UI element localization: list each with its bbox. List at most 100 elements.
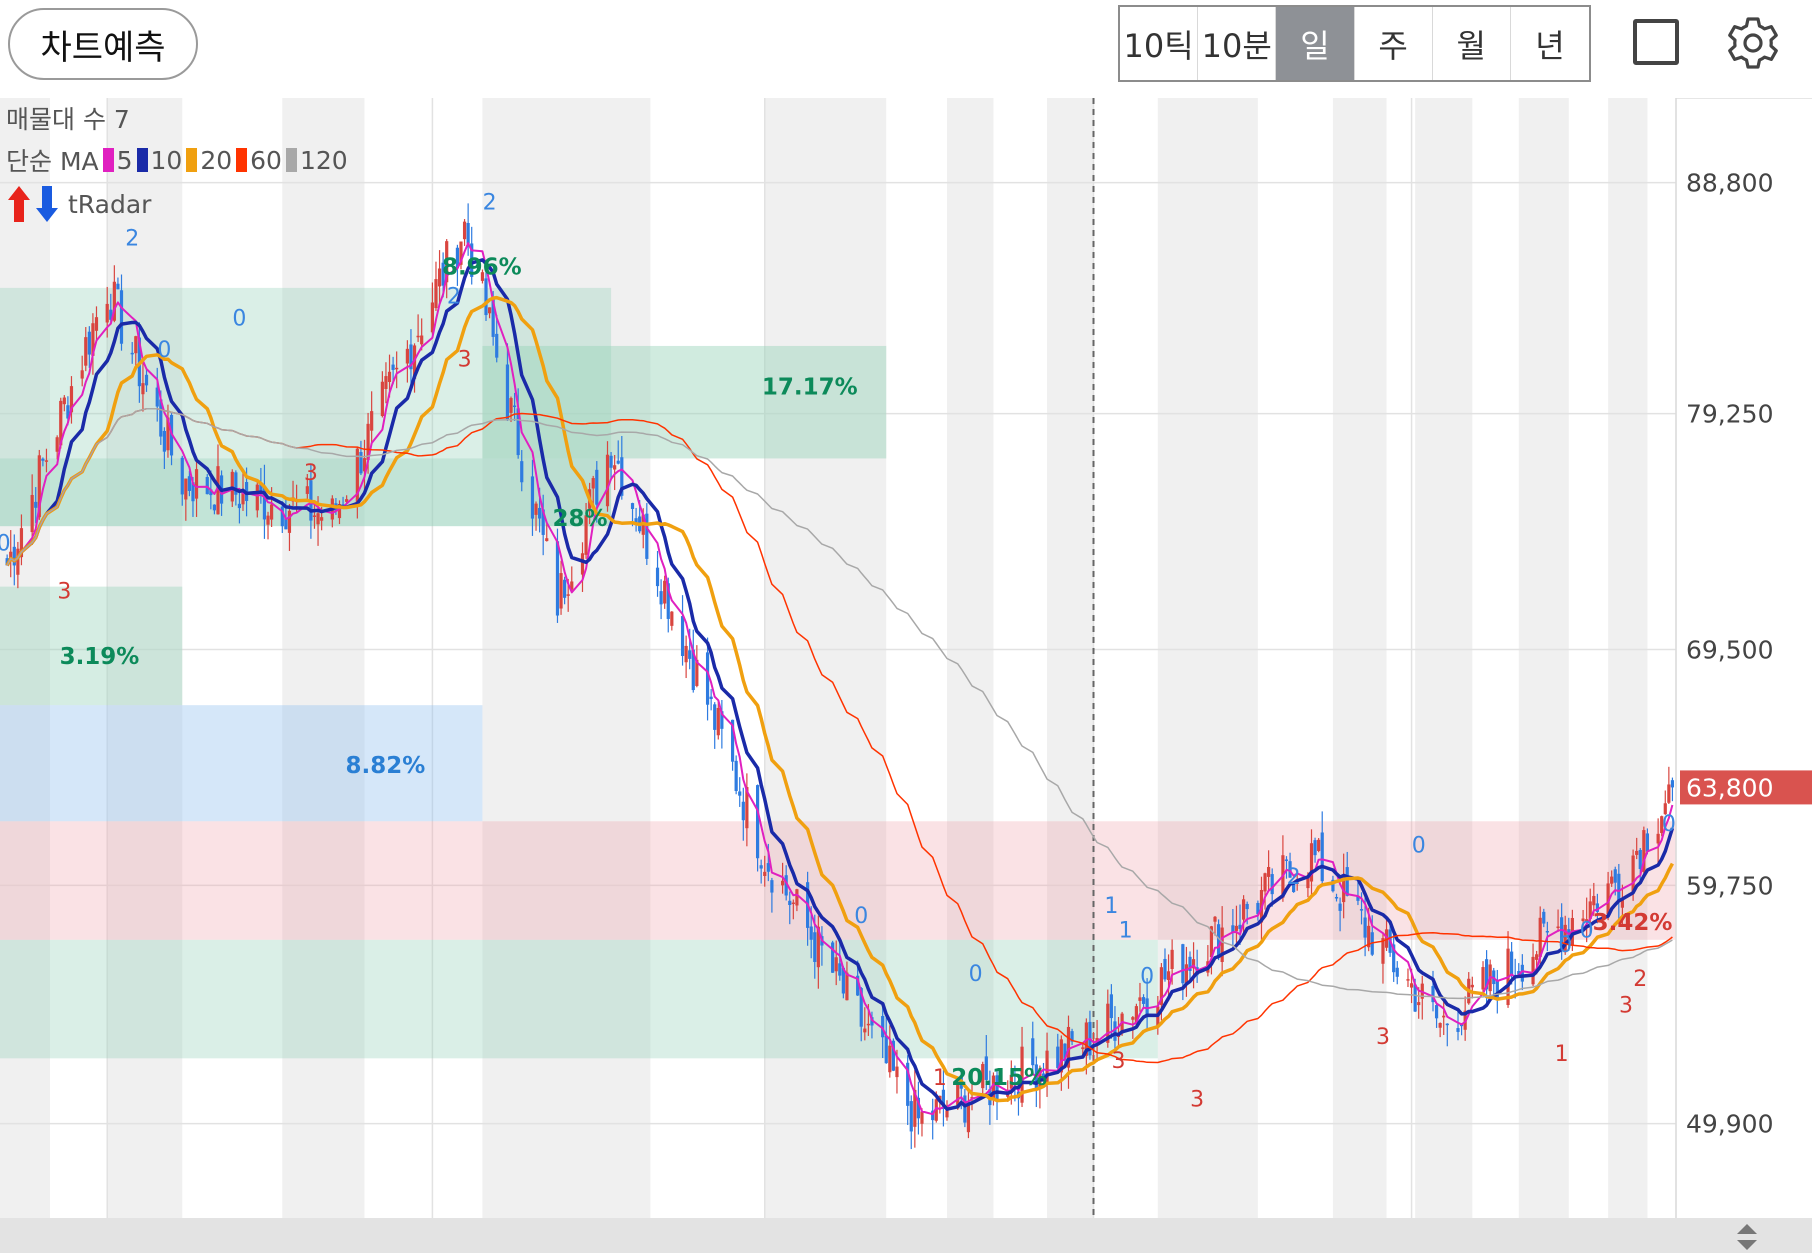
candle-body xyxy=(1592,895,1596,906)
candle-body xyxy=(945,1110,949,1118)
candle-body xyxy=(566,594,570,596)
candle-body xyxy=(831,942,835,973)
annotation-marker: 3 xyxy=(1376,1025,1390,1050)
candle-body xyxy=(1063,1043,1067,1061)
candles xyxy=(5,203,1675,1150)
period-week-button[interactable]: 주 xyxy=(1355,7,1433,80)
zone-percent-label: 8.82% xyxy=(345,753,425,779)
candle-body xyxy=(791,902,795,905)
candle-body xyxy=(212,504,217,511)
candle-body xyxy=(1645,833,1650,852)
candle-body xyxy=(863,1028,867,1033)
period-day-button[interactable]: 일 xyxy=(1276,7,1355,80)
ma-legend-title: 단순 MA xyxy=(6,147,99,176)
annotation-marker: 3 xyxy=(57,580,71,605)
candle-body xyxy=(1234,925,1239,931)
period-band xyxy=(1608,98,1648,1218)
annotation-marker: 1 xyxy=(1104,894,1118,919)
candle-body xyxy=(1006,1094,1010,1097)
candle-body xyxy=(605,454,610,507)
candle-body xyxy=(391,364,395,370)
candle-body xyxy=(1606,883,1610,915)
candle-body xyxy=(1560,917,1564,950)
candle-body xyxy=(1309,843,1314,882)
ma5-label: 5 xyxy=(116,145,133,175)
current-price-label: 63,800 xyxy=(1686,773,1773,802)
candle-body xyxy=(1642,830,1646,873)
candle-body xyxy=(1070,1031,1074,1042)
candle-body xyxy=(191,482,195,502)
candle-body xyxy=(434,279,438,309)
candle-body xyxy=(813,932,817,962)
candle-body xyxy=(59,400,63,446)
candle-body xyxy=(616,460,620,464)
annotation-marker: 0 xyxy=(232,306,246,331)
candle-body xyxy=(684,645,688,663)
candle-body xyxy=(845,972,849,1001)
candle-body xyxy=(1495,980,1499,1001)
candle-body xyxy=(1510,951,1514,975)
candle-body xyxy=(366,423,370,460)
period-year-button[interactable]: 년 xyxy=(1535,26,1565,65)
candle-body xyxy=(487,307,492,314)
annotation-marker: 3 xyxy=(304,461,318,486)
candle-body xyxy=(484,278,488,316)
candle-body xyxy=(1531,956,1535,985)
volume-zone xyxy=(0,287,612,527)
candle-body xyxy=(262,485,267,520)
candle-body xyxy=(1338,903,1342,911)
candle-body xyxy=(1231,925,1235,933)
candle-body xyxy=(580,553,585,575)
annotation-marker: 2 xyxy=(125,227,139,252)
candle-body xyxy=(1438,1023,1442,1028)
candle-body xyxy=(62,397,66,405)
ma5-swatch xyxy=(102,148,114,172)
candle-body xyxy=(795,889,799,906)
candle-body xyxy=(620,457,624,496)
candle-body xyxy=(159,399,163,437)
candle-body xyxy=(1345,867,1349,896)
period-10min-button[interactable]: 10분 xyxy=(1198,7,1277,80)
candle-body xyxy=(1456,1028,1460,1032)
candle-body xyxy=(1191,959,1196,969)
candle-body xyxy=(412,345,417,379)
gear-icon[interactable] xyxy=(1725,15,1781,71)
square-icon[interactable] xyxy=(1633,19,1679,65)
chart-predict-button[interactable]: 차트예측 xyxy=(8,8,198,80)
candle-body xyxy=(462,221,467,240)
candle-body xyxy=(670,611,674,626)
annotation-marker: 0 xyxy=(854,904,868,929)
annotation-marker: 1 xyxy=(1119,918,1133,943)
candle-body xyxy=(530,476,535,519)
tradar-legend: tRadar xyxy=(6,184,151,224)
period-month-button[interactable]: 월 xyxy=(1433,7,1511,80)
candle-body xyxy=(280,506,284,527)
candle-body xyxy=(1367,925,1371,948)
candle-body xyxy=(709,696,713,699)
candle-body xyxy=(1241,899,1246,920)
candle-body xyxy=(881,1015,885,1038)
period-10tick-button[interactable]: 10틱 xyxy=(1120,7,1199,80)
candle-body xyxy=(155,387,159,407)
current-price-badge xyxy=(1680,770,1812,805)
volume-zones xyxy=(0,287,1676,1059)
candle-body xyxy=(645,513,649,559)
candle-body xyxy=(237,503,242,509)
annotation-marker: 0 xyxy=(1140,964,1154,989)
candle-body xyxy=(362,458,367,472)
candle-body xyxy=(130,352,134,355)
candle-body xyxy=(1245,903,1249,910)
candle-body xyxy=(1617,873,1621,901)
price-chart[interactable]: 17.17%28%3.19%8.82%20.15% 0320032238.96%… xyxy=(0,98,1812,1253)
ma-legend: 단순 MA 5 10 20 60 120 xyxy=(6,142,348,178)
candle-body xyxy=(981,1064,985,1089)
annotation-marker: 0 xyxy=(1662,812,1676,837)
candle-body xyxy=(445,241,449,283)
zone-percent-label: 17.17% xyxy=(762,374,858,400)
scale-handle-icon[interactable] xyxy=(1732,1222,1762,1252)
candle-body xyxy=(337,504,342,519)
candle-body xyxy=(1220,927,1224,963)
candle-body xyxy=(116,283,120,290)
candle-body xyxy=(1470,984,1474,988)
